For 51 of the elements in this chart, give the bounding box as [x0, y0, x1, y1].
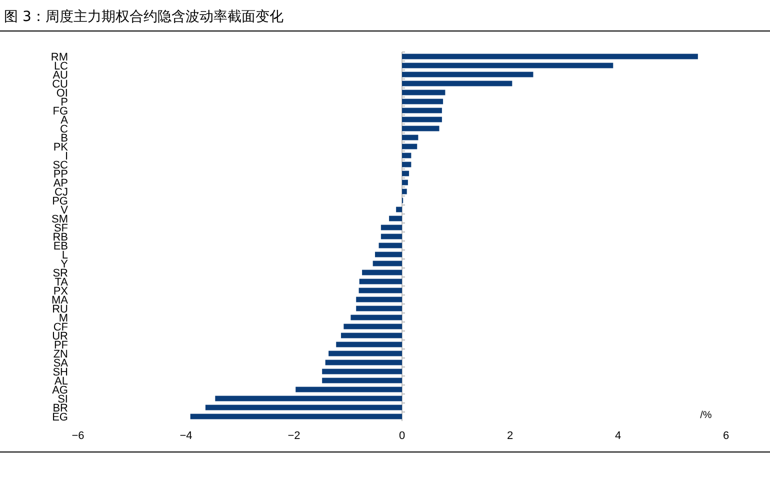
bar — [380, 234, 402, 240]
bar — [396, 206, 402, 212]
x-axis-title: /% — [700, 410, 712, 421]
bar — [402, 126, 440, 132]
x-tick-label: 2 — [506, 430, 514, 442]
bar — [402, 134, 418, 140]
bar — [359, 278, 402, 284]
bar — [402, 90, 446, 96]
bar — [344, 324, 402, 330]
bar — [356, 306, 402, 312]
bar — [328, 350, 402, 356]
bar — [402, 180, 408, 186]
chart-title: 图 3：周度主力期权合约隐含波动率截面变化 — [4, 9, 284, 25]
bar — [215, 396, 402, 402]
y-tick-label: EG — [52, 411, 68, 424]
x-tick-label: 0 — [398, 430, 406, 442]
bar — [322, 378, 402, 384]
bar — [340, 332, 402, 338]
x-tick-label: 4 — [614, 430, 622, 442]
bar — [402, 80, 512, 86]
bar — [325, 360, 402, 366]
bar — [402, 54, 698, 60]
bar — [402, 162, 412, 168]
bar — [358, 288, 402, 294]
bar — [402, 98, 444, 104]
bar — [336, 342, 402, 348]
bar — [389, 216, 402, 222]
x-tick-label: −2 — [288, 430, 300, 442]
bar — [296, 386, 402, 392]
bar — [190, 414, 402, 420]
bar — [402, 152, 412, 158]
bar — [402, 170, 410, 176]
bar — [350, 314, 402, 320]
bar — [402, 62, 614, 68]
bar — [402, 144, 418, 150]
y-tick-label: EB — [53, 240, 68, 252]
bar — [322, 368, 402, 374]
bar — [372, 260, 402, 266]
bar — [378, 242, 402, 248]
x-tick-label: −4 — [180, 430, 192, 442]
bar — [375, 252, 402, 258]
bar — [356, 296, 402, 302]
bar — [402, 116, 442, 122]
bar — [362, 270, 402, 276]
x-tick-label: −6 — [72, 430, 84, 442]
bar — [402, 72, 534, 78]
bar — [402, 108, 442, 114]
bar — [380, 224, 402, 230]
bar — [402, 188, 407, 194]
bar — [205, 404, 402, 410]
x-tick-label: 6 — [722, 430, 730, 442]
